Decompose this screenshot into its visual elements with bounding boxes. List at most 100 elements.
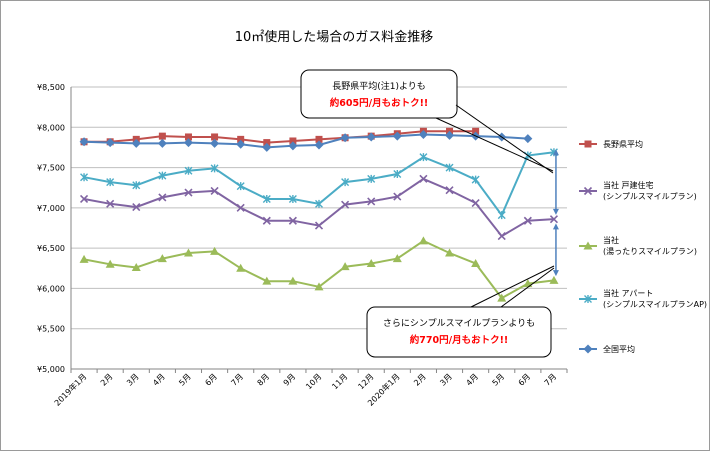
legend-label: 長野県平均 [603, 139, 643, 149]
data-point [184, 166, 193, 175]
data-point [263, 139, 271, 147]
data-point [105, 259, 115, 268]
data-point [419, 174, 428, 183]
series-lines [83, 130, 555, 300]
data-point [132, 181, 141, 190]
y-axis-tick-labels: ¥5,000 ¥5,500 ¥6,000 ¥6,500 ¥7,000 ¥7,500 ¥8,0… [37, 83, 65, 374]
data-point [236, 182, 245, 191]
x-tick-label: 4月 [151, 372, 167, 388]
y-tick-label: ¥6,000 [37, 284, 65, 293]
x-tick-label: 7月 [229, 372, 245, 388]
data-point [236, 139, 246, 149]
y-tick-label: ¥7,000 [37, 204, 65, 213]
y-tick-label: ¥8,500 [37, 83, 65, 92]
x-tick-label: 10月 [304, 372, 323, 391]
x-tick-label: 12月 [356, 372, 375, 391]
data-point [80, 173, 89, 182]
data-point [105, 138, 115, 148]
y-tick-label: ¥7,500 [37, 164, 65, 173]
arrow-head [552, 149, 559, 156]
data-point [341, 178, 350, 187]
callout-pointer [470, 265, 555, 308]
data-point [418, 130, 428, 140]
data-point [131, 262, 141, 271]
data-point [288, 216, 297, 225]
data-point [471, 258, 481, 267]
data-point [210, 138, 220, 148]
data-point [262, 194, 271, 203]
data-point [210, 246, 220, 255]
legend-label: (シンプルスマイルプラン) [603, 192, 697, 201]
x-tick-label: 2月 [99, 372, 115, 388]
data-point [341, 200, 350, 209]
data-point [393, 170, 402, 179]
callout-pointer [435, 117, 554, 172]
data-point [314, 140, 324, 150]
data-point [445, 248, 455, 257]
data-point [340, 262, 350, 271]
callout-pointer [455, 104, 554, 174]
x-tick-label: 2019年1月 [52, 371, 88, 407]
data-point [289, 137, 297, 145]
data-point [418, 236, 428, 245]
data-point [211, 133, 219, 141]
data-point [392, 254, 402, 263]
data-point [158, 132, 166, 140]
data-point [366, 132, 376, 142]
data-point [315, 135, 323, 143]
data-point [79, 194, 89, 204]
data-point [158, 171, 167, 180]
x-tick-label: 2月 [412, 372, 428, 388]
data-point [236, 203, 245, 212]
legend-marker [584, 140, 592, 148]
data-point [497, 231, 506, 241]
data-point [340, 133, 350, 143]
x-tick-label: 8月 [256, 372, 272, 388]
data-point [549, 275, 559, 284]
axes [70, 87, 568, 373]
data-point [79, 254, 89, 263]
x-tick-label: 3月 [125, 372, 141, 388]
data-point [445, 186, 454, 195]
legend-marker [583, 344, 593, 354]
series-line [84, 130, 476, 144]
data-point [497, 293, 507, 302]
callout-highlight: 約770円/月もおトク!! [410, 334, 508, 346]
data-point [288, 276, 298, 285]
arrow-head [552, 223, 559, 230]
legend-marker [583, 186, 593, 196]
data-point [367, 174, 376, 183]
x-tick-label: 6月 [203, 372, 219, 388]
legend-label: (シンプルスマイルプランAP) [603, 300, 707, 309]
callout-text: 長野県平均(注1)よりも [332, 80, 426, 92]
chart-title: 10㎡使用した場合のガス料金推移 [235, 29, 434, 45]
data-point [393, 192, 402, 201]
data-point [236, 263, 246, 272]
data-point [549, 215, 559, 224]
callout-box [300, 69, 458, 119]
data-point [184, 188, 193, 197]
data-point [210, 186, 219, 196]
data-point [366, 258, 376, 267]
data-point [132, 202, 141, 212]
arrow-head [552, 208, 559, 215]
x-tick-label: 6月 [517, 372, 533, 388]
data-point [157, 138, 167, 148]
x-tick-label: 7月 [543, 372, 559, 388]
data-point [106, 199, 115, 208]
data-point [523, 134, 533, 144]
callout-pointer [500, 267, 555, 308]
data-point [262, 276, 272, 285]
series-markers [79, 127, 559, 302]
legend-label: 当社 アパート [603, 288, 653, 298]
legend-marker [583, 241, 593, 250]
data-point [419, 153, 428, 162]
data-point [210, 164, 219, 173]
data-point [392, 131, 402, 141]
callout-box [366, 306, 552, 358]
data-point [314, 221, 324, 230]
